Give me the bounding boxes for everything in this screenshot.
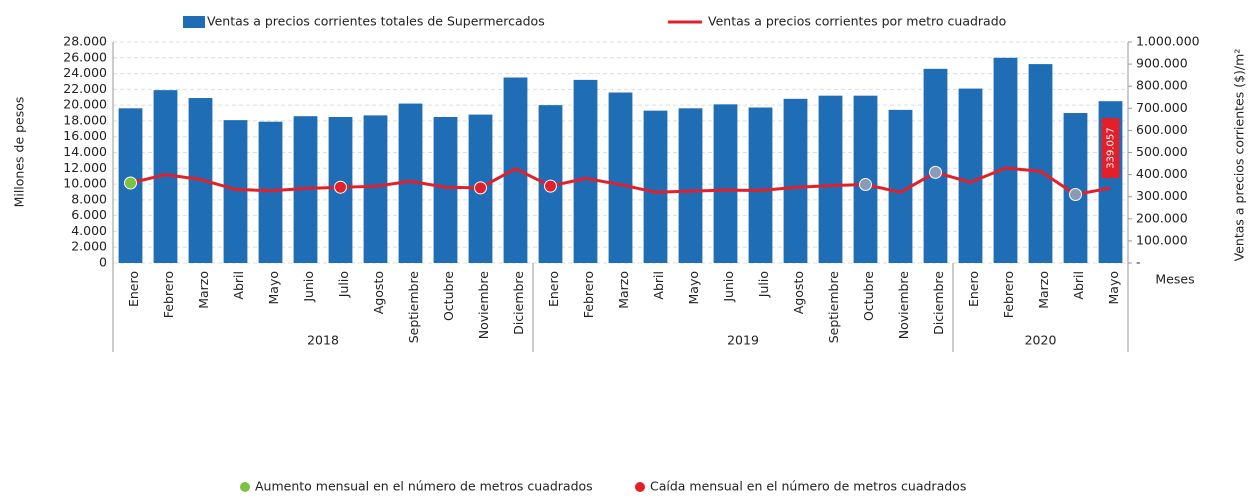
y2-tick-label: 900.000	[1136, 56, 1188, 71]
legend-label: Caída mensual en el número de metros cua…	[650, 479, 966, 494]
x-tick-label: Agosto	[791, 271, 806, 314]
x-tick-label: Julio	[336, 271, 351, 298]
x-tick-label: Abril	[651, 271, 666, 300]
group-label: 2019	[727, 333, 759, 348]
legend-label: Ventas a precios corrientes totales de S…	[207, 14, 545, 29]
group-label: 2018	[307, 333, 339, 348]
bar	[818, 95, 843, 264]
x-tick-label: Febrero	[1001, 271, 1016, 318]
y-tick-label: 18.000	[63, 112, 107, 127]
point-marker	[124, 176, 137, 190]
bar	[258, 121, 283, 263]
x-tick-label: Mayo	[686, 271, 701, 305]
y-tick-label: 0	[99, 255, 107, 270]
x-tick-label: Marzo	[1036, 271, 1051, 309]
x-tick-label: Noviembre	[896, 271, 911, 340]
legend-marker	[240, 482, 250, 492]
bar	[993, 57, 1018, 264]
x-tick-label: Diciembre	[511, 271, 526, 335]
x-tick-label: Septiembre	[406, 271, 421, 344]
x-tick-label: Junio	[721, 271, 736, 303]
bar	[783, 98, 808, 263]
y2-axis-label: Ventas a precios corrientes ($)/m²	[1232, 49, 1247, 262]
y-tick-label: 8.000	[71, 191, 107, 206]
bar	[398, 103, 423, 263]
x-tick-label: Octubre	[441, 271, 456, 321]
legend-marker	[635, 482, 645, 492]
x-tick-label: Mayo	[266, 271, 281, 305]
bar	[153, 90, 178, 264]
bar	[608, 92, 633, 263]
x-tick-label: Abril	[1071, 271, 1086, 300]
y2-tick-label: 700.000	[1136, 100, 1188, 115]
x-tick-label: Julio	[756, 271, 771, 298]
point-marker	[929, 165, 942, 179]
bar	[958, 88, 983, 263]
point-marker	[544, 179, 557, 193]
bar	[433, 116, 458, 263]
bar	[888, 109, 913, 263]
y2-tick-label: -	[1136, 255, 1141, 270]
legend-label: Aumento mensual en el número de metros c…	[255, 479, 593, 494]
legend-swatch	[183, 16, 205, 28]
x-tick-label: Enero	[966, 271, 981, 307]
y-tick-label: 2.000	[71, 239, 107, 254]
x-tick-label: Junio	[301, 271, 316, 303]
y-tick-label: 16.000	[63, 128, 107, 143]
x-tick-label: Febrero	[581, 271, 596, 318]
x-tick-label: Marzo	[616, 271, 631, 309]
bar	[223, 120, 248, 263]
bar	[643, 110, 668, 264]
bar	[678, 108, 703, 263]
point-marker	[859, 178, 872, 192]
x-tick-label: Octubre	[861, 271, 876, 321]
y2-tick-label: 300.000	[1136, 188, 1188, 203]
legend-label: Ventas a precios corrientes por metro cu…	[708, 14, 1006, 29]
value-label: 339.057	[1106, 127, 1117, 168]
y-tick-label: 12.000	[63, 160, 107, 175]
x-tick-label: Agosto	[371, 271, 386, 314]
point-marker	[474, 181, 487, 195]
y-tick-label: 6.000	[71, 207, 107, 222]
y-axis-label: Millones de pesos	[12, 97, 27, 208]
x-tick-label: Noviembre	[476, 271, 491, 340]
x-tick-label: Febrero	[161, 271, 176, 318]
bar	[748, 107, 773, 263]
point-marker	[1069, 187, 1082, 201]
y-tick-label: 28.000	[63, 34, 107, 49]
point-marker	[334, 180, 347, 194]
y2-tick-label: 600.000	[1136, 122, 1188, 137]
bar	[573, 79, 598, 263]
y2-tick-label: 1.000.000	[1136, 34, 1200, 49]
x-tick-label: Enero	[126, 271, 141, 307]
y-tick-label: 24.000	[63, 65, 107, 80]
y-tick-label: 10.000	[63, 176, 107, 191]
x-tick-label: Diciembre	[931, 271, 946, 335]
line	[130, 166, 1111, 197]
bar	[713, 104, 738, 263]
x-axis-label: Meses	[1155, 272, 1194, 287]
y-tick-label: 20.000	[63, 97, 107, 112]
x-tick-label: Enero	[546, 271, 561, 307]
bar	[1028, 64, 1053, 263]
value-label-box	[1101, 118, 1120, 179]
y2-tick-label: 500.000	[1136, 144, 1188, 159]
x-tick-label: Marzo	[196, 271, 211, 309]
y2-tick-label: 200.000	[1136, 210, 1188, 225]
y2-tick-label: 100.000	[1136, 232, 1188, 247]
x-tick-label: Abril	[231, 271, 246, 300]
y-tick-label: 4.000	[71, 223, 107, 238]
y-tick-label: 14.000	[63, 144, 107, 159]
bar	[363, 115, 388, 264]
y2-tick-label: 800.000	[1136, 78, 1188, 93]
x-tick-label: Mayo	[1106, 271, 1121, 305]
y2-tick-label: 400.000	[1136, 166, 1188, 181]
y-tick-label: 22.000	[63, 81, 107, 96]
x-tick-label: Septiembre	[826, 271, 841, 344]
y-tick-label: 26.000	[63, 49, 107, 64]
group-label: 2020	[1025, 333, 1057, 348]
